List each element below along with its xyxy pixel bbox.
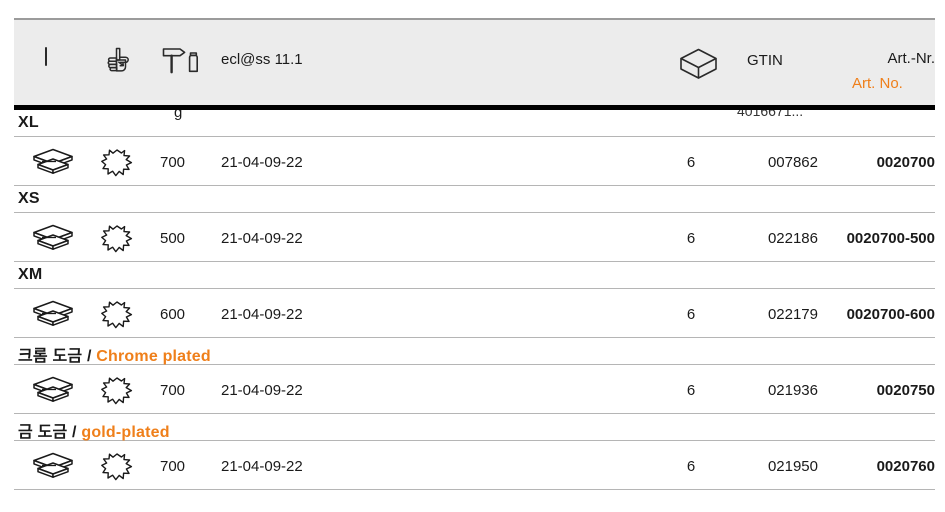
group-label-ko: XM [18,266,43,283]
group-label: XL [18,114,39,132]
header-unit-label: g [174,104,183,121]
cell-weight: 500 [160,230,186,247]
cell-eclass: 21-04-09-22 [221,230,303,247]
group-header-row: XM [14,262,935,289]
cell-packaging-unit: 6 [686,382,696,399]
cell-weight: 700 [160,382,186,399]
cell-article-number: 0020700 [876,154,935,171]
cell-weight: 600 [160,306,186,323]
cell-packaging-unit: 6 [686,306,696,323]
cell-gtin: 022186 [767,230,818,247]
group-label: XS [18,190,40,208]
group-label: 크롬 도금 / Chrome plated [18,342,211,366]
group-label-ko: 크롬 도금 [18,348,83,365]
vertical-bar-icon [45,47,47,66]
cell-gtin: 021936 [767,382,818,399]
header-divider [14,105,935,110]
group-label-ko: XL [18,114,39,131]
cell-eclass: 21-04-09-22 [221,382,303,399]
table-row[interactable]: 500 21-04-09-22 6 022186 0020700-500 [14,213,935,262]
group-header-row: XL [14,110,935,137]
cell-article-number: 0020760 [876,458,935,475]
table-row[interactable]: 700 21-04-09-22 6 021950 0020760 [14,441,935,490]
group-header-row: 크롬 도금 / Chrome plated [14,338,935,365]
cell-weight: 700 [160,154,186,171]
group-label: XM [18,266,42,284]
cell-packaging-unit: 6 [686,230,696,247]
header-gtin-label: GTIN [747,52,783,69]
cog-blob-icon [100,224,134,259]
cell-gtin: 022179 [767,306,818,323]
group-label-en: Chrome plated [96,348,211,365]
cell-packaging-unit: 6 [686,458,696,475]
group-label-en: gold-plated [81,424,170,441]
package-box-icon [677,46,721,82]
table-header: ecl@ss 11.1 GTIN Art.-Nr. Art. No. g 401… [14,18,936,120]
stacked-layers-icon [30,375,76,410]
cog-blob-icon [100,452,134,487]
cell-gtin: 007862 [767,154,818,171]
group-label: 금 도금 / gold-plated [18,418,170,442]
table-row[interactable]: 600 21-04-09-22 6 022179 0020700-600 [14,289,935,338]
cell-article-number: 0020750 [876,382,935,399]
header-eclass-label: ecl@ss 11.1 [221,51,303,68]
hand-pointing-icon [100,44,134,78]
cog-blob-icon [100,148,134,183]
group-label-separator: / [82,348,97,365]
group-label-ko: XS [18,190,40,207]
group-header-row: XS [14,186,935,213]
cell-eclass: 21-04-09-22 [221,154,303,171]
stacked-layers-icon [30,147,76,182]
stacked-layers-icon [30,299,76,334]
cell-eclass: 21-04-09-22 [221,306,303,323]
cog-blob-icon [100,376,134,411]
cell-packaging-unit: 6 [686,154,696,171]
group-header-row: 금 도금 / gold-plated [14,414,935,441]
header-art-no-label: Art. No. [852,75,903,92]
cell-gtin: 021950 [767,458,818,475]
stacked-layers-icon [30,223,76,258]
cog-blob-icon [100,300,134,335]
table-row[interactable]: 700 21-04-09-22 6 021936 0020750 [14,365,935,414]
cell-article-number: 0020700-600 [846,306,935,323]
table-row[interactable]: 700 21-04-09-22 6 007862 0020700 [14,137,935,186]
hammer-weight-icon [160,44,204,78]
cell-eclass: 21-04-09-22 [221,458,303,475]
group-label-ko: 금 도금 [18,424,68,441]
table-body: XL 700 21-04-09-22 6 007862 0020700 XS [14,110,935,490]
stacked-layers-icon [30,451,76,486]
header-art-nr-label: Art.-Nr. [887,50,936,67]
cell-article-number: 0020700-500 [846,230,935,247]
group-label-separator: / [67,424,82,441]
cell-weight: 700 [160,458,186,475]
